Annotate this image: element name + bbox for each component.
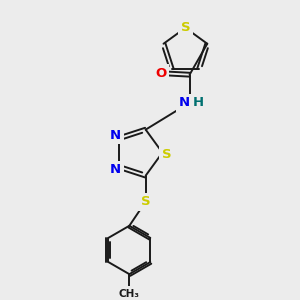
Text: O: O bbox=[155, 67, 167, 80]
Text: N: N bbox=[110, 129, 121, 142]
Text: N: N bbox=[179, 96, 190, 109]
Text: S: S bbox=[141, 195, 151, 208]
Text: S: S bbox=[181, 21, 190, 34]
Text: S: S bbox=[162, 148, 172, 160]
Text: CH₃: CH₃ bbox=[119, 289, 140, 299]
Text: N: N bbox=[110, 163, 121, 176]
Text: H: H bbox=[192, 96, 203, 109]
